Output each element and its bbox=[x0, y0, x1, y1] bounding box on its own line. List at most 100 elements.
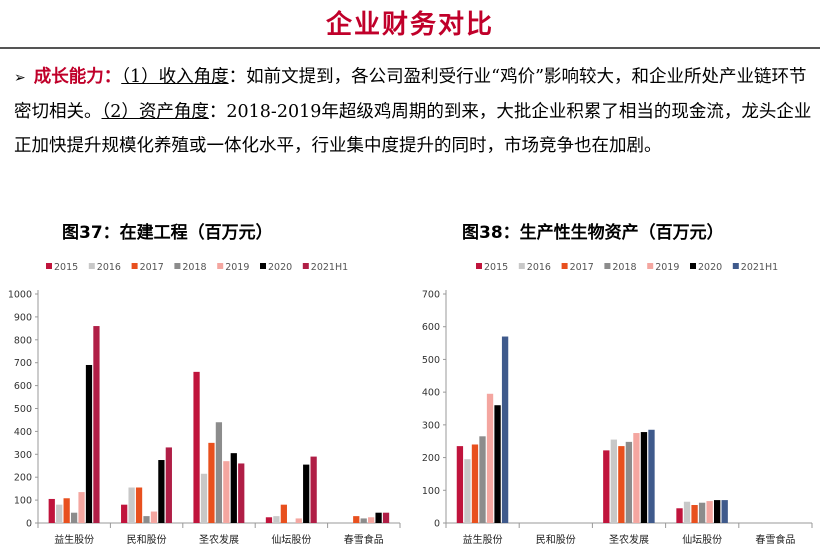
bar-2018-益生股份 bbox=[479, 436, 486, 523]
y-tick-label: 0 bbox=[26, 519, 32, 530]
y-tick-label: 900 bbox=[14, 312, 32, 323]
y-tick-label: 400 bbox=[422, 388, 440, 399]
legend-label-2019: 2019 bbox=[225, 262, 249, 273]
bar-2020-仙坛股份 bbox=[713, 500, 721, 523]
bar-2020-仙坛股份 bbox=[303, 464, 310, 523]
bar-2017-圣农发展 bbox=[208, 442, 215, 523]
legend-label-2018: 2018 bbox=[182, 262, 206, 273]
legend-label-2020: 2020 bbox=[268, 262, 292, 273]
bar-2015-仙坛股份 bbox=[676, 508, 683, 523]
legend-swatch-2015 bbox=[46, 263, 52, 269]
y-tick-label: 500 bbox=[422, 355, 440, 366]
legend-swatch-2017 bbox=[561, 263, 568, 269]
chart-construction-in-progress: 2015 2016 2017 2018 2019 2020 2021H1 0 100 200 300… bbox=[8, 262, 401, 546]
x-category-label: 益生股份 bbox=[54, 533, 94, 546]
y-tick-label: 1000 bbox=[8, 290, 32, 301]
bar-2019-民和股份 bbox=[150, 511, 158, 523]
legend-label-2016: 2016 bbox=[97, 262, 121, 273]
x-category-label: 圣农发展 bbox=[609, 533, 649, 546]
figure37-title: 图37：在建工程（百万元） bbox=[62, 223, 273, 243]
y-tick-label: 0 bbox=[434, 519, 440, 530]
page-title: 企业财务对比 bbox=[325, 10, 494, 40]
bar-2015-仙坛股份 bbox=[265, 517, 273, 523]
x-category-label: 民和股份 bbox=[536, 534, 576, 546]
legend-swatch-2018 bbox=[174, 263, 181, 269]
bar-2020-圣农发展 bbox=[230, 453, 237, 523]
y-tick-label: 800 bbox=[14, 335, 32, 346]
bar-2020-益生股份 bbox=[85, 364, 93, 523]
bar-2018-圣农发展 bbox=[625, 441, 633, 523]
bar-2015-民和股份 bbox=[121, 504, 128, 523]
legend-label-2021H1: 2021H1 bbox=[311, 262, 348, 273]
x-category-label: 春雪食品 bbox=[755, 533, 795, 546]
y-tick-label: 300 bbox=[422, 420, 440, 431]
bar-2021H1-益生股份 bbox=[501, 336, 509, 523]
bar-2019-圣农发展 bbox=[633, 433, 640, 523]
bar-2019-益生股份 bbox=[78, 492, 85, 523]
legend-swatch-2019 bbox=[647, 263, 654, 269]
x-category-label: 益生股份 bbox=[463, 533, 503, 546]
legend-label-2017: 2017 bbox=[570, 262, 594, 273]
legend-label-2018: 2018 bbox=[612, 262, 636, 273]
legend-swatch-2018 bbox=[604, 263, 611, 269]
bar-2017-益生股份 bbox=[63, 498, 70, 523]
legend-swatch-2019 bbox=[217, 263, 224, 269]
bar-2016-民和股份 bbox=[128, 487, 135, 523]
bar-2017-仙坛股份 bbox=[691, 505, 698, 523]
legend-label-2017: 2017 bbox=[140, 262, 164, 273]
bar-2015-圣农发展 bbox=[603, 450, 610, 523]
bar-2016-益生股份 bbox=[464, 459, 471, 523]
legend-label-2015: 2015 bbox=[484, 262, 508, 273]
bar-2019-益生股份 bbox=[486, 393, 494, 523]
y-tick-label: 500 bbox=[14, 404, 32, 415]
legend-label-2015: 2015 bbox=[54, 262, 78, 273]
bar-2019-春雪食品 bbox=[368, 517, 375, 523]
figure38-title: 图38：生产性生物资产（百万元） bbox=[462, 223, 724, 243]
income-angle-label: （1）收入角度 bbox=[121, 67, 229, 87]
x-category-label: 仙坛股份 bbox=[682, 533, 722, 546]
y-tick-label: 600 bbox=[422, 322, 440, 333]
legend-swatch-2017 bbox=[131, 263, 138, 269]
bar-2016-仙坛股份 bbox=[273, 516, 280, 523]
bar-2021H1-仙坛股份 bbox=[310, 456, 317, 523]
legend-swatch-2021H1 bbox=[302, 263, 309, 269]
y-tick-label: 700 bbox=[14, 358, 32, 369]
x-category-label: 春雪食品 bbox=[344, 533, 384, 546]
y-tick-label: 200 bbox=[14, 473, 32, 484]
bar-2016-仙坛股份 bbox=[683, 501, 691, 523]
x-category-label: 民和股份 bbox=[127, 534, 167, 546]
bar-2017-圣农发展 bbox=[618, 446, 625, 523]
legend-swatch-2021H1 bbox=[732, 263, 739, 269]
income-angle-text: ：如前文提到，各公司盈利受行业“鸡价”影响较大，和企业所处产业链环节密切相关。 bbox=[14, 67, 807, 122]
summary-paragraph: ➢ 成长能力：（1）收入角度：如前文提到，各公司盈利受行业“鸡价”影响较大，和企业… bbox=[14, 60, 814, 163]
bar-2018-仙坛股份 bbox=[698, 502, 706, 523]
x-category-label: 圣农发展 bbox=[199, 533, 239, 546]
bar-2016-圣农发展 bbox=[200, 473, 208, 523]
title-divider bbox=[0, 47, 820, 49]
bar-2015-益生股份 bbox=[456, 446, 464, 523]
bar-2017-春雪食品 bbox=[353, 516, 360, 523]
bar-2017-仙坛股份 bbox=[280, 504, 287, 523]
y-tick-label: 200 bbox=[422, 453, 440, 464]
bar-2021H1-春雪食品 bbox=[382, 512, 390, 523]
y-tick-label: 700 bbox=[422, 290, 440, 301]
arrow-bullet-icon: ➢ bbox=[14, 70, 26, 86]
bar-2015-益生股份 bbox=[48, 498, 55, 523]
bar-2017-民和股份 bbox=[135, 487, 143, 523]
bar-2019-圣农发展 bbox=[223, 461, 230, 523]
y-tick-label: 100 bbox=[14, 496, 32, 507]
y-tick-label: 100 bbox=[422, 486, 440, 497]
bar-2016-圣农发展 bbox=[610, 439, 618, 523]
bar-2020-圣农发展 bbox=[640, 432, 648, 523]
bar-2018-民和股份 bbox=[143, 516, 150, 523]
y-tick-label: 300 bbox=[14, 450, 32, 461]
bar-2018-圣农发展 bbox=[215, 422, 223, 523]
legend-swatch-2015 bbox=[476, 263, 482, 269]
bar-2020-民和股份 bbox=[158, 460, 165, 523]
bar-2019-仙坛股份 bbox=[706, 501, 713, 523]
bar-2020-益生股份 bbox=[494, 405, 501, 523]
bar-2016-益生股份 bbox=[56, 504, 63, 523]
y-tick-label: 400 bbox=[14, 427, 32, 438]
asset-angle-text: ：2018-2019年超级鸡周期的到来，大批企业积累了相当的现金流，龙头企业正加… bbox=[14, 102, 812, 156]
bar-2015-圣农发展 bbox=[193, 371, 200, 523]
